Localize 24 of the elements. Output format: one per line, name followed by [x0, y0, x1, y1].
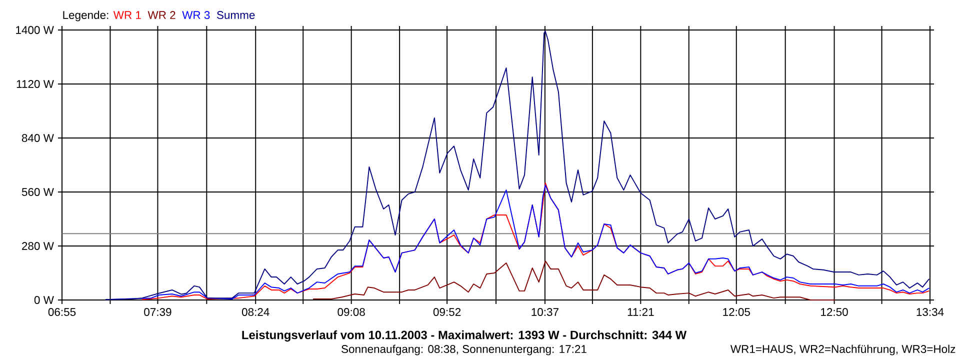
x-tick-label: 07:39	[144, 308, 172, 316]
x-tick-label: 09:52	[433, 308, 461, 316]
text: Summe	[216, 11, 255, 20]
text: Leistungsverlauf vom 10.11.2003 - Maximalwert: 1393 W - Durchschnitt: 344 W	[242, 330, 687, 342]
text: Sonnenaufgang: 08:38, Sonnenuntergang: 17:21	[342, 344, 586, 356]
x-tick-label: 11:21	[628, 308, 654, 316]
y-tick-label: 1400 W	[16, 26, 54, 34]
x-tick-label: 09:08	[338, 308, 365, 316]
x-tick-label: 12:05	[723, 308, 750, 316]
x-tick-label: 12:50	[821, 308, 848, 316]
x-tick-label: 06:55	[48, 308, 76, 316]
y-tick-label: 840 W	[22, 134, 54, 142]
y-tick-label: 1120 W	[16, 80, 54, 88]
y-tick-label: 560 W	[22, 188, 54, 196]
text: WR1=HAUS, WR2=Nachführung, WR3=Holz	[730, 344, 956, 356]
y-tick-label: 280 W	[22, 242, 54, 250]
text: WR 3	[182, 11, 210, 20]
x-tick-label: 08:24	[242, 308, 270, 316]
x-tick-label: 13:34	[916, 308, 944, 316]
y-tick-label: 0 W	[34, 296, 54, 304]
text: WR 1	[113, 11, 141, 19]
legend-title: Legende:	[63, 10, 108, 22]
text: WR 2	[148, 11, 176, 19]
x-tick-label: 10:37	[532, 308, 558, 316]
